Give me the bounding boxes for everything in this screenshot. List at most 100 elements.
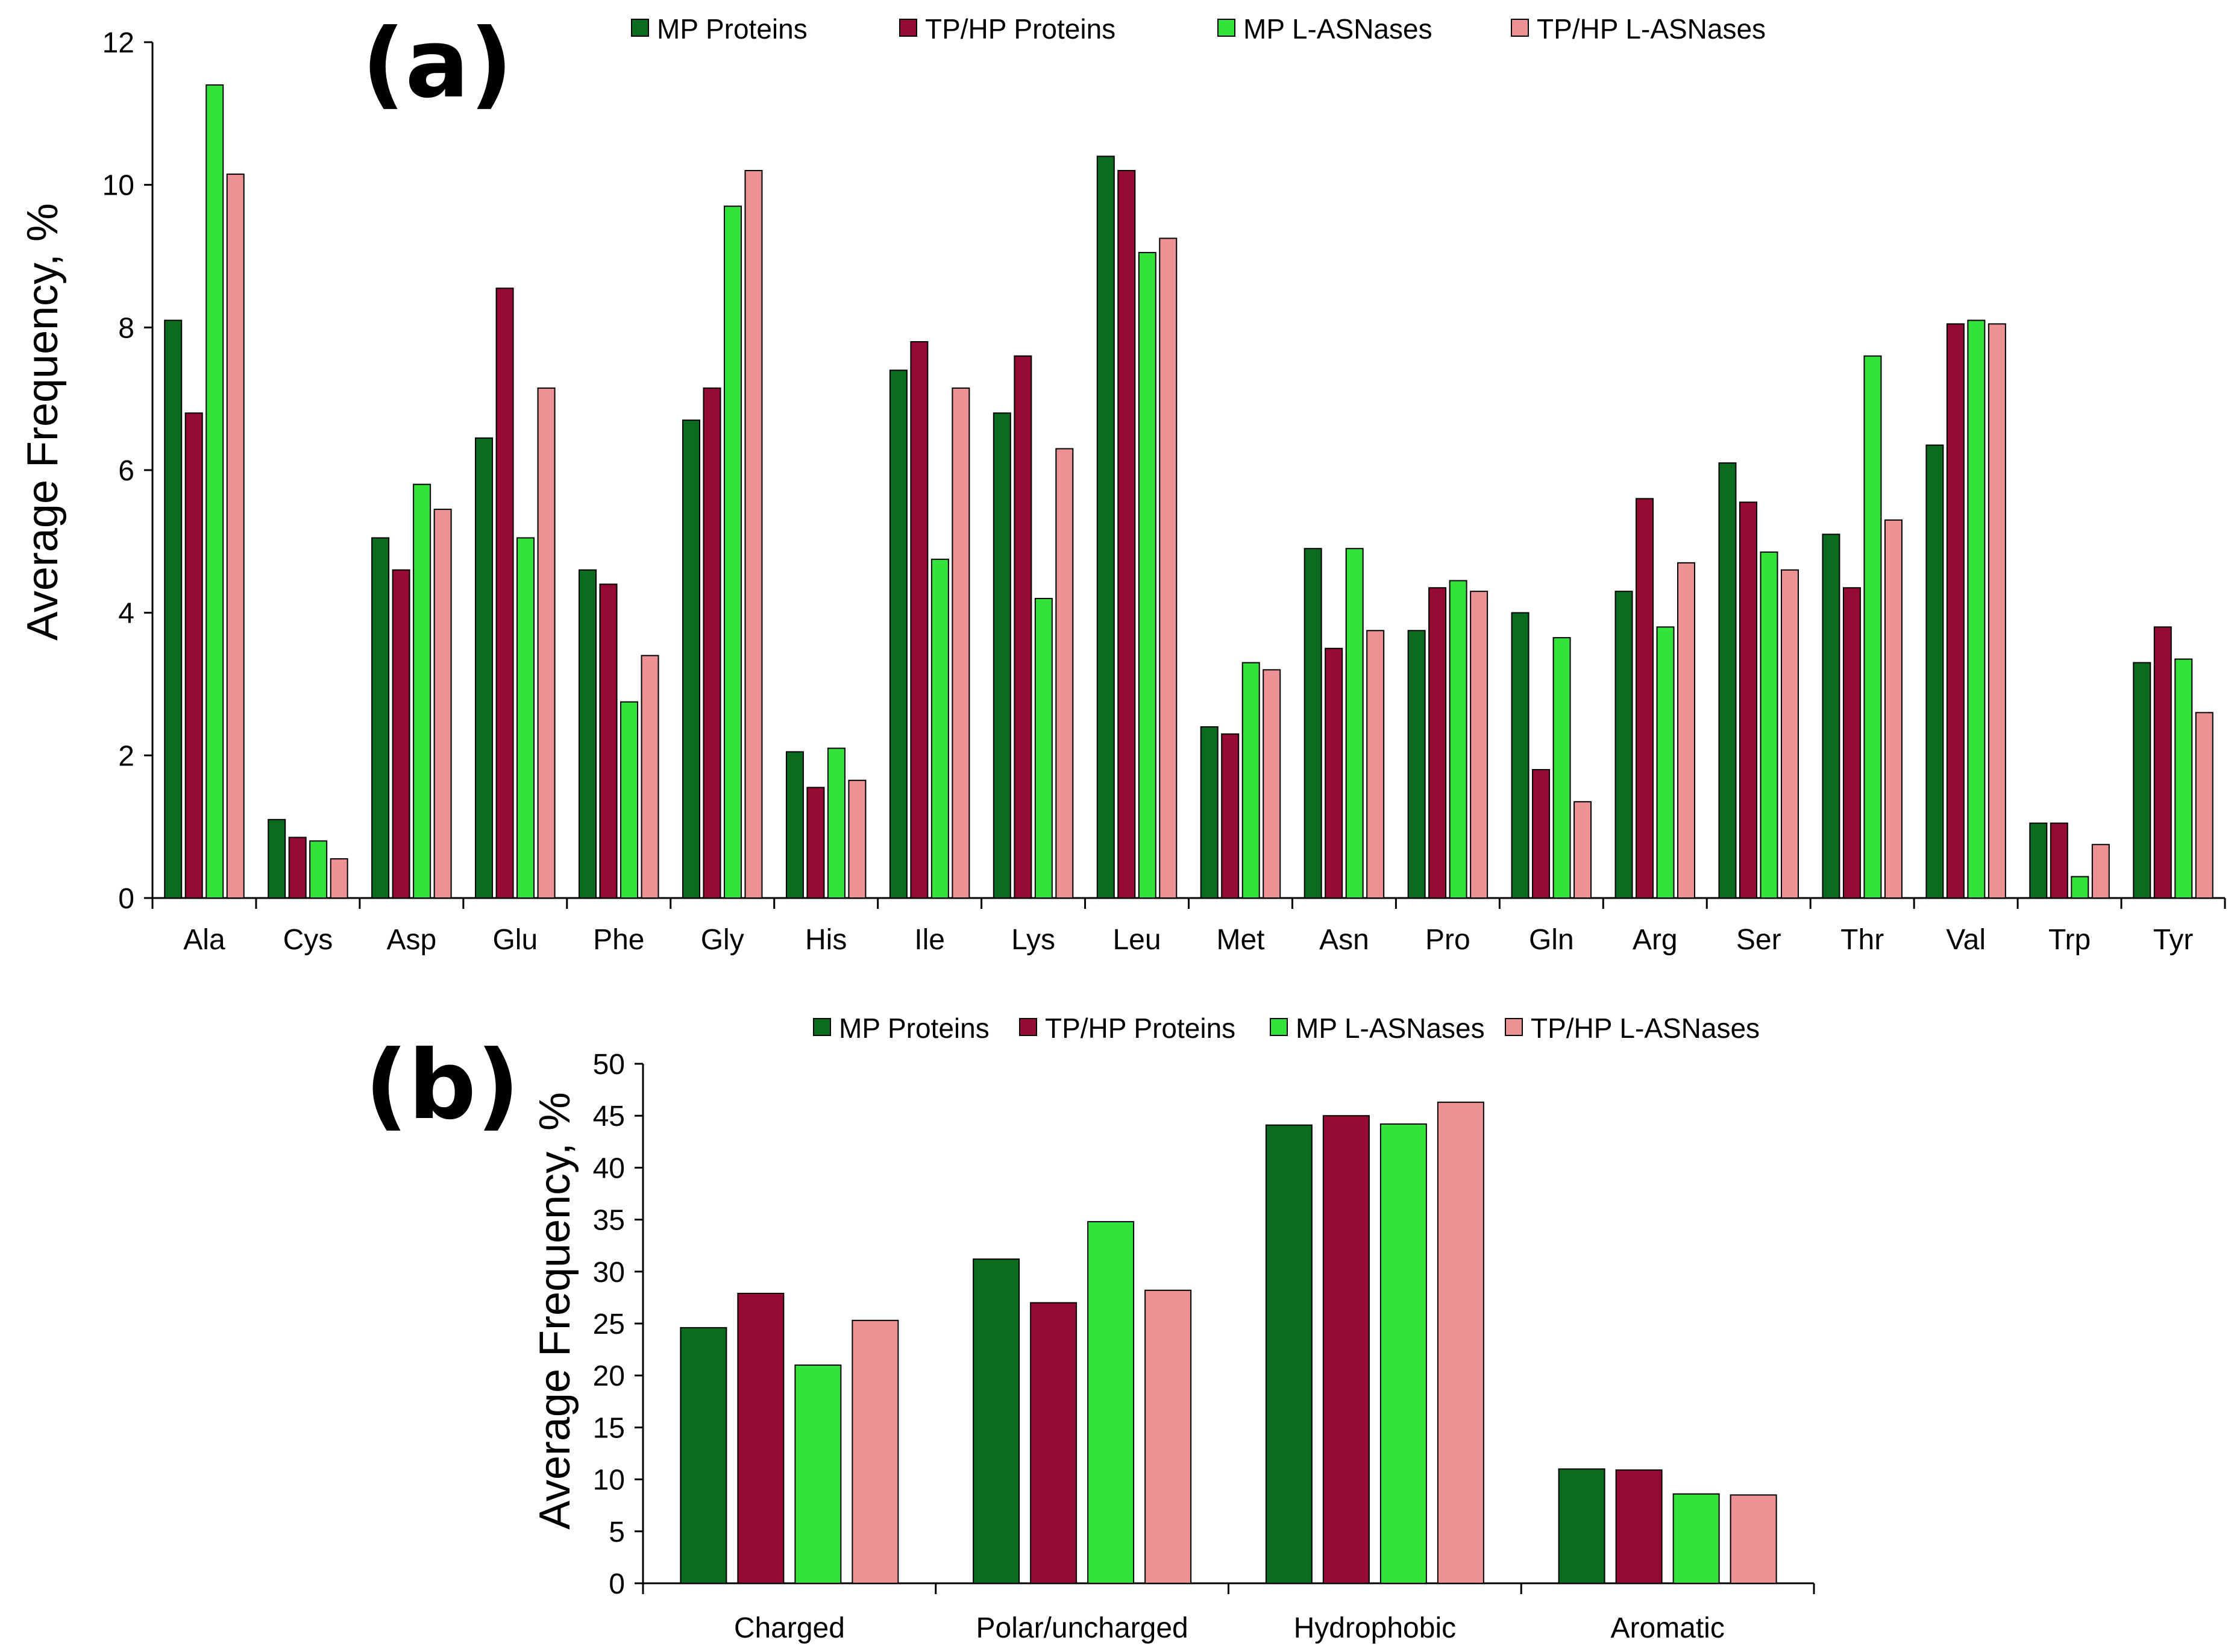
chart-a-legend: MP Proteins TP/HP Proteins MP L-ASNases … (631, 13, 1766, 45)
chart-a-x-tick-label-gly: Gly (701, 924, 744, 956)
chart-a-bar-tp-hp-proteins-arg (1636, 498, 1654, 899)
chart-a-y-tick-label: 4 (118, 598, 134, 630)
chart-a-x-tick-label-lys: Lys (1011, 924, 1055, 956)
chart-a-bar-mp-l-asnases-asn (1345, 548, 1364, 899)
chart-a-bar-tp-hp-l-asnases-his (848, 779, 867, 899)
chart-a-bar-mp-l-asnases-his (827, 747, 846, 899)
chart-a-y-tick-label: 0 (118, 883, 134, 915)
chart-a-bar-mp-proteins-trp (2029, 822, 2048, 899)
chart-b-bar-tp-hp-l-asnases-hydrophobic (1437, 1101, 1484, 1584)
chart-b-bar-tp-hp-proteins-hydrophobic (1322, 1115, 1370, 1584)
chart-a-legend-label-tphp-proteins: TP/HP Proteins (925, 13, 1115, 45)
chart-b: (b) Average Frequency, % 0 5 10 15 20 25 30 35 4… (365, 1013, 1815, 1644)
chart-a-bar-mp-proteins-arg (1614, 591, 1633, 899)
chart-b-bar-mp-proteins-charged (680, 1327, 727, 1584)
chart-a-legend-swatch-tphp-proteins (899, 19, 917, 37)
chart-a-bar-tp-hp-l-asnases-lys (1055, 448, 1074, 899)
chart-a-bar-tp-hp-proteins-thr (1842, 587, 1861, 899)
chart-b-bar-tp-hp-proteins-aromatic (1615, 1469, 1663, 1584)
chart-a-x-tick-label-met: Met (1216, 924, 1264, 956)
chart-b-x-tick-label-hydrophobic: Hydrophobic (1294, 1612, 1456, 1644)
chart-a-x-tick-label-gln: Gln (1529, 924, 1574, 956)
chart-a-bar-mp-proteins-ile (889, 369, 908, 899)
chart-a-bar-tp-hp-proteins-gln (1532, 769, 1551, 899)
chart-a-bar-mp-proteins-ser (1718, 462, 1737, 899)
chart-a-bar-tp-hp-proteins-trp (2050, 822, 2068, 899)
chart-a-x-tick-label-arg: Arg (1633, 924, 1678, 956)
chart-a-bar-mp-proteins-glu (475, 437, 494, 899)
chart-a-x-tick-label-val: Val (1946, 924, 1986, 956)
chart-a-x-tick-label-asp: Asp (387, 924, 437, 956)
chart-a-bar-mp-l-asnases-trp (2071, 876, 2089, 899)
chart-b-legend-swatch-mp-proteins (813, 1018, 831, 1036)
chart-a-bar-mp-l-asnases-ile (930, 558, 949, 899)
chart-b-bar-mp-l-asnases-hydrophobic (1379, 1123, 1427, 1584)
chart-a-bar-mp-proteins-asp (371, 537, 390, 899)
chart-b-bars (680, 1101, 1777, 1584)
chart-a-bar-mp-l-asnases-ser (1760, 551, 1778, 899)
chart-a-x-tick-label-thr: Thr (1840, 924, 1884, 956)
chart-a-bar-mp-proteins-ala (164, 319, 183, 899)
chart-a-bar-tp-hp-l-asnases-val (1988, 323, 2006, 899)
chart-a-x-tick-label-ile: Ile (914, 924, 945, 956)
chart-b-x-tick-label-charged: Charged (734, 1612, 845, 1644)
chart-a-y-ticks: 0 2 4 6 8 10 12 (102, 27, 152, 915)
chart-b-y-tick-label: 35 (593, 1205, 625, 1237)
chart-a-bar-mp-l-asnases-val (1967, 319, 1986, 899)
chart-b-legend-item-mp-lasnases: MP L-ASNases (1270, 1013, 1485, 1044)
chart-a-legend-label-tphp-lasnases: TP/HP L-ASNases (1537, 13, 1766, 45)
chart-a-panel-label: (a) (362, 8, 513, 119)
chart-b-bar-tp-hp-proteins-charged (737, 1293, 785, 1584)
chart-b-legend-item-tphp-proteins: TP/HP Proteins (1019, 1013, 1235, 1044)
chart-b-legend-item-mp-proteins: MP Proteins (813, 1013, 990, 1044)
chart-a-bar-mp-l-asnases-gly (723, 206, 742, 899)
chart-a-y-tick-label: 6 (118, 455, 134, 487)
chart-a-x-tick-label-phe: Phe (593, 924, 644, 956)
chart-a-y-tick-label: 10 (102, 170, 134, 202)
chart-a-bar-tp-hp-l-asnases-ile (952, 387, 970, 899)
chart-b-y-tick-label: 5 (609, 1516, 625, 1548)
chart-b-legend-item-tphp-lasnases: TP/HP L-ASNases (1505, 1013, 1760, 1044)
chart-b-legend-label-tphp-lasnases: TP/HP L-ASNases (1531, 1013, 1760, 1044)
chart-a-bar-tp-hp-proteins-ile (910, 341, 929, 899)
chart-a-legend-swatch-mp-proteins (631, 19, 649, 37)
chart-a-bar-tp-hp-l-asnases-phe (641, 655, 659, 899)
chart-a-bar-mp-proteins-val (1925, 444, 1944, 899)
chart-a-bar-tp-hp-l-asnases-glu (537, 387, 556, 899)
chart-a-bar-mp-l-asnases-met (1241, 662, 1260, 899)
chart-a-legend-item-mp-proteins: MP Proteins (631, 13, 808, 45)
chart-a-legend-swatch-tphp-lasnases (1511, 19, 1529, 37)
chart-b-y-tick-label: 50 (593, 1049, 625, 1081)
chart-a-axes (151, 42, 2225, 899)
chart-b-bar-tp-hp-proteins-polar-uncharged (1030, 1302, 1078, 1584)
chart-a-bar-mp-l-asnases-tyr (2174, 658, 2193, 899)
chart-a-bar-tp-hp-proteins-pro (1428, 587, 1447, 899)
chart-b-y-tick-label: 15 (593, 1412, 625, 1444)
chart-a-bar-mp-l-asnases-leu (1138, 252, 1156, 899)
chart-a-bar-tp-hp-l-asnases-pro (1470, 591, 1489, 899)
chart-a-bar-tp-hp-l-asnases-tyr (2195, 712, 2213, 899)
chart-a-legend-item-mp-lasnases: MP L-ASNases (1217, 13, 1432, 45)
chart-b-panel-label: (b) (365, 1030, 520, 1141)
chart-a-bar-mp-l-asnases-thr (1863, 355, 1882, 899)
chart-b-legend-label-mp-lasnases: MP L-ASNases (1296, 1013, 1485, 1044)
chart-a-bar-tp-hp-proteins-tyr (2153, 626, 2172, 899)
chart-a-bar-mp-proteins-gln (1511, 612, 1530, 899)
chart-a-bar-mp-l-asnases-arg (1656, 626, 1675, 899)
chart-b-y-tick-label: 40 (593, 1152, 625, 1184)
chart-a-bar-tp-hp-l-asnases-ser (1780, 569, 1799, 899)
chart-a-x-tick-label-pro: Pro (1425, 924, 1470, 956)
chart-a-bar-tp-hp-l-asnases-asn (1366, 630, 1385, 899)
chart-a-bar-mp-proteins-phe (579, 569, 597, 899)
chart-a-x-tick-label-tyr: Tyr (2153, 924, 2194, 956)
chart-a-legend-swatch-mp-lasnases (1217, 19, 1235, 37)
chart-a-bar-mp-proteins-met (1200, 726, 1219, 899)
chart-b-legend-swatch-tphp-lasnases (1505, 1018, 1523, 1036)
chart-b-bar-mp-l-asnases-aromatic (1672, 1493, 1720, 1584)
chart-a-x-tick-label-his: His (805, 924, 847, 956)
chart-b-x-tick-label-aromatic: Aromatic (1610, 1612, 1724, 1644)
chart-b-y-tick-label: 0 (609, 1568, 625, 1600)
chart-b-bar-mp-l-asnases-charged (794, 1364, 842, 1584)
chart-b-y-tick-label: 25 (593, 1308, 625, 1340)
chart-b-y-tick-label: 20 (593, 1360, 625, 1392)
